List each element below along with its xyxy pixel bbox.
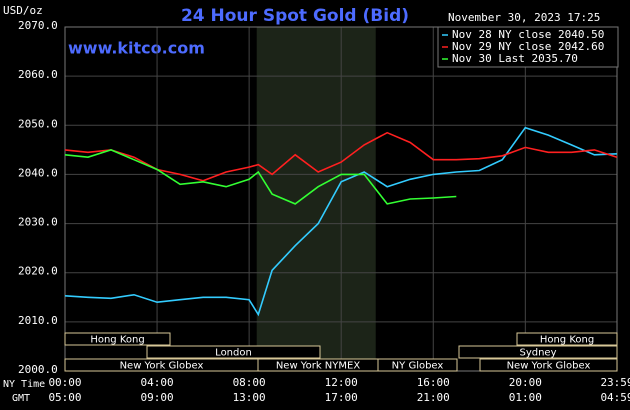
x2-tick-label: 04:59 [600,391,630,404]
session-box [479,358,618,372]
x2-tick-label: 01:00 [509,391,542,404]
x2-tick-label: 21:00 [417,391,450,404]
x2-axis-label: GMT [12,393,30,404]
session-label: New York NYMEX [276,361,361,372]
y-axis-label: USD/oz [3,4,43,17]
series-line [64,149,457,205]
x2-tick-label: 17:00 [325,391,358,404]
session-label: New York Globex [120,361,204,372]
session-shade [256,27,376,371]
y-tick-label: 2040.0 [18,166,58,179]
timestamp: November 30, 2023 17:25 [448,11,600,24]
x2-tick-label: 09:00 [141,391,174,404]
session-box [146,345,321,359]
session-label: Hong Kong [90,335,144,346]
session-box [516,332,618,346]
x-tick-label: 04:00 [141,376,174,389]
y-tick-label: 2020.0 [18,265,58,278]
subtitle: www.kitco.com [68,39,205,58]
session-label: Hong Kong [540,335,594,346]
legend-label: Nov 28 NY close 2040.50 [452,28,604,41]
session-box [458,345,618,359]
legend-box [437,26,619,68]
session-box [377,358,458,372]
x-tick-label: 08:00 [233,376,266,389]
series-line [64,126,617,317]
session-box [64,332,171,346]
session-label: Sydney [519,348,556,359]
session-label: NY Globex [392,361,444,372]
y-tick-label: 2000.0 [18,363,58,376]
x-tick-label: 00:00 [48,376,81,389]
y-tick-label: 2030.0 [18,216,58,229]
y-tick-label: 2050.0 [18,117,58,130]
y-tick-label: 2010.0 [18,314,58,327]
legend-label: Nov 30 Last 2035.70 [452,52,578,65]
session-label: London [215,348,252,359]
x-tick-label: 12:00 [325,376,358,389]
x2-tick-label: 13:00 [233,391,266,404]
x-tick-label: 16:00 [417,376,450,389]
series-line [64,131,618,182]
x-tick-label: 20:00 [509,376,542,389]
session-label: New York Globex [507,361,591,372]
x-axis-label: NY Time [3,379,45,390]
x-tick-label: 23:59 [600,376,630,389]
y-tick-label: 2070.0 [18,19,58,32]
legend-label: Nov 29 NY close 2042.60 [452,40,604,53]
x2-tick-label: 05:00 [48,391,81,404]
chart-title: 24 Hour Spot Gold (Bid) [181,6,409,26]
y-tick-label: 2060.0 [18,68,58,81]
